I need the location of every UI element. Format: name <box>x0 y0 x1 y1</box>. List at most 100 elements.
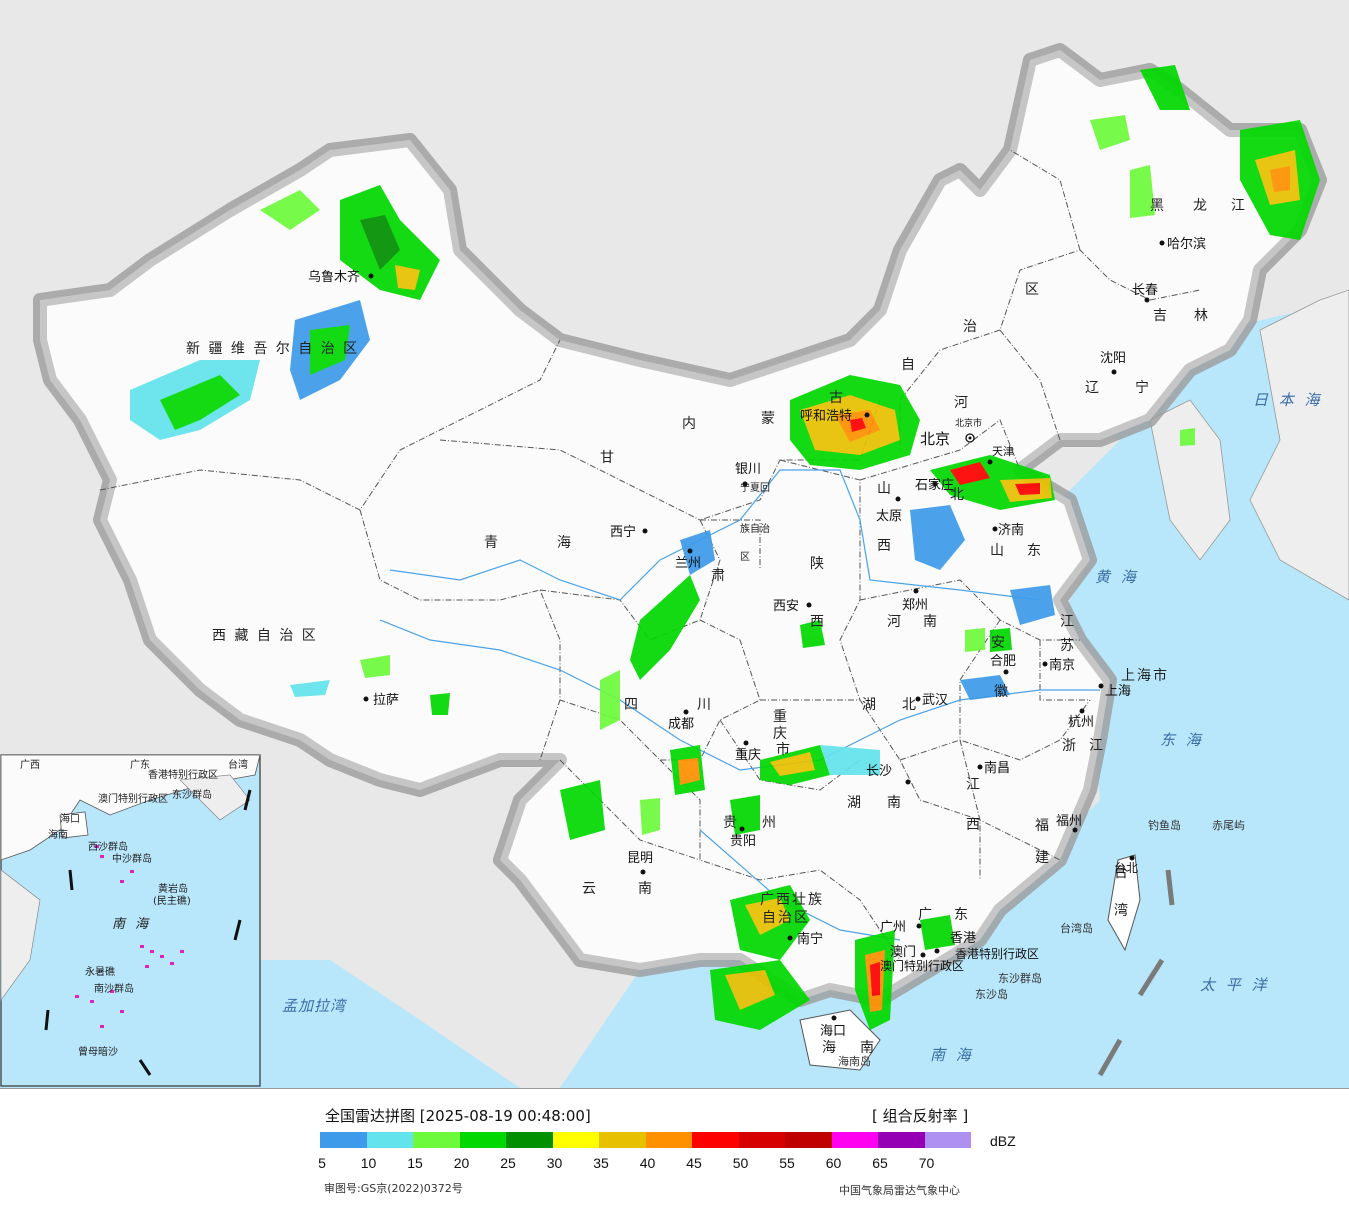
label-jilin-1: 吉 <box>1153 308 1169 324</box>
label-neimenggu-4: 自 <box>901 357 917 373</box>
city-shijiazhuang: 石家庄 <box>915 477 954 493</box>
svg-text:香港: 香港 <box>950 931 976 946</box>
color-swatch <box>924 1132 971 1148</box>
label-macau-sar: 澳门特别行政区 <box>880 958 964 973</box>
city-shenyang: 沈阳 <box>1100 351 1126 375</box>
city-xining: 西宁 <box>610 524 648 540</box>
label-guizhou-1: 贵 <box>723 815 739 831</box>
legend-unit: dBZ <box>990 1133 1016 1149</box>
hainan-land <box>799 1009 881 1071</box>
city-changchun: 长春 <box>1132 283 1158 303</box>
svg-text:济南: 济南 <box>998 522 1024 538</box>
label-chongqing-3: 市 <box>776 741 792 758</box>
label-gansu-2: 肃 <box>711 568 727 584</box>
city-wuhan: 武汉 <box>915 693 948 708</box>
label-yunnan-1: 云 <box>582 881 598 897</box>
label-henan-1: 河 <box>887 614 903 630</box>
svg-text:北京: 北京 <box>920 430 950 448</box>
city-macau: 澳门 <box>890 944 926 960</box>
city-lhasa: 拉萨 <box>363 693 399 708</box>
label-ningxia-3: 区 <box>740 551 750 563</box>
color-swatch <box>785 1132 832 1148</box>
label-hunan-1: 湖 <box>847 795 863 811</box>
scale-tick-label: 45 <box>686 1155 702 1171</box>
label-zhejiang-2: 江 <box>1089 738 1105 754</box>
color-swatch <box>552 1132 599 1148</box>
label-sichuan-2: 川 <box>697 697 713 713</box>
label-shandong-2: 东 <box>1027 543 1043 559</box>
radar-echoes <box>130 65 1320 1030</box>
island-dongsha-dao: 东沙岛 <box>975 987 1008 1001</box>
city-yinchuan: 银川 <box>735 462 761 487</box>
label-jilin-2: 林 <box>1194 308 1210 324</box>
svg-text:哈尔滨: 哈尔滨 <box>1167 236 1206 252</box>
color-swatch <box>413 1132 460 1148</box>
japan-land <box>1249 289 1349 601</box>
label-shaanxi-1: 陕 <box>810 556 826 572</box>
review-number: 审图号:GS京(2022)0372号 <box>324 1182 463 1195</box>
svg-text:台北: 台北 <box>1114 860 1138 875</box>
color-swatch <box>320 1132 367 1148</box>
svg-text:广东: 广东 <box>130 758 150 771</box>
svg-text:南 海: 南 海 <box>112 917 151 932</box>
label-hunan-2: 南 <box>887 795 903 811</box>
label-guangxi-1: 广西壮族 <box>760 892 824 908</box>
city-xian: 西安 <box>773 599 812 614</box>
svg-text:合肥: 合肥 <box>990 654 1016 669</box>
svg-text:北京市: 北京市 <box>955 417 982 429</box>
label-fujian-2: 建 <box>1035 850 1051 866</box>
svg-text:海南: 海南 <box>48 828 68 841</box>
city-nanchang: 南昌 <box>977 760 1010 776</box>
label-shanxi-2: 西 <box>877 538 893 554</box>
ocean-east <box>560 300 1349 1088</box>
label-chongqing-1: 重 <box>773 709 789 725</box>
svg-text:永暑礁: 永暑礁 <box>85 965 115 978</box>
label-hubei-1: 湖 <box>862 697 878 713</box>
island-taiwan: 台湾岛 <box>1060 921 1093 935</box>
svg-text:广州: 广州 <box>880 920 906 935</box>
label-anhui-2: 徽 <box>994 684 1010 700</box>
svg-text:天津: 天津 <box>992 445 1014 458</box>
scale-tick-label: 55 <box>779 1155 795 1171</box>
label-yunnan-2: 南 <box>638 881 654 897</box>
label-guangxi-2: 自治区 <box>762 910 810 926</box>
svg-text:澳门特别行政区: 澳门特别行政区 <box>98 792 168 805</box>
svg-text:石家庄: 石家庄 <box>915 477 954 493</box>
svg-text:东沙群岛: 东沙群岛 <box>172 788 212 801</box>
city-hefei: 合肥 <box>990 654 1016 675</box>
sea-bengal: 孟加拉湾 <box>282 997 348 1015</box>
svg-text:西沙群岛: 西沙群岛 <box>88 840 128 853</box>
radar-map[interactable]: 新 疆 维 吾 尔 自 治 区 西 藏 自 治 区 青 海 甘 肃 内 蒙 古 … <box>0 0 1349 1089</box>
color-swatch <box>645 1132 692 1148</box>
color-swatch <box>599 1132 646 1148</box>
city-urumqi: 乌鲁木齐 <box>308 269 374 285</box>
color-swatch <box>506 1132 553 1148</box>
color-scale <box>320 1132 971 1148</box>
svg-text:沈阳: 沈阳 <box>1100 351 1126 366</box>
color-swatch <box>366 1132 413 1148</box>
label-hebei-1: 河 <box>954 395 970 411</box>
label-gansu-1: 甘 <box>600 450 616 466</box>
sea-yellow: 黄 海 <box>1095 568 1139 586</box>
island-chiwei: 赤尾屿 <box>1212 819 1245 832</box>
label-hainan-2: 南 <box>860 1040 876 1056</box>
svg-text:南宁: 南宁 <box>797 931 823 947</box>
label-liaoning-1: 辽 <box>1085 380 1101 396</box>
city-jinan: 济南 <box>992 522 1024 538</box>
svg-text:郑州: 郑州 <box>902 598 928 613</box>
svg-text:海口: 海口 <box>60 812 80 825</box>
island-diaoyu: 钓鱼岛 <box>1148 818 1181 832</box>
label-tibet: 西 藏 自 治 区 <box>212 628 318 644</box>
city-zhengzhou: 郑州 <box>902 588 928 613</box>
city-changsha: 长沙 <box>866 764 911 785</box>
korea-land <box>1149 399 1231 561</box>
label-shandong-1: 山 <box>990 543 1006 559</box>
color-swatch <box>831 1132 878 1148</box>
svg-text:福州: 福州 <box>1056 814 1082 829</box>
label-qinghai-1: 青 <box>484 535 500 551</box>
city-nanjing: 南京 <box>1042 657 1075 673</box>
svg-text:武汉: 武汉 <box>922 693 948 708</box>
svg-text:海口: 海口 <box>820 1024 846 1039</box>
city-haikou: 海口 <box>820 1015 846 1039</box>
